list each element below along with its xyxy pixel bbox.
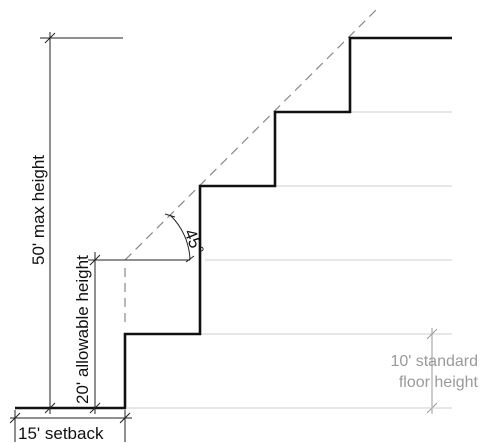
sky-exposure-plane [124, 7, 379, 261]
floor-height-dimension [126, 328, 452, 414]
allowable-height-tick-bottom [89, 402, 101, 414]
angle-label: 45° [180, 226, 207, 257]
setback-tick-left [9, 412, 21, 424]
angle-arc [169, 214, 191, 261]
max-height-tick-bottom [44, 402, 56, 414]
setback-label: 15' setback [18, 424, 104, 443]
max-height-label: 50' max height [29, 155, 48, 265]
floor-height-label-line1: 10' standard [390, 353, 478, 370]
setback-tick-right [119, 412, 131, 424]
max-height-dimension [40, 32, 123, 414]
floor-guide-lines [125, 111, 452, 335]
angle-marker [164, 213, 195, 263]
angle-arc-tick-bottom [185, 255, 195, 263]
max-height-tick-top [44, 32, 56, 44]
allowable-height-label: 20' allowable height [73, 255, 92, 404]
allowable-height-dimension [88, 252, 190, 414]
floor-height-tick-top [426, 328, 438, 340]
allowable-height-tick-top [89, 254, 101, 266]
angle-arc-tick-top [164, 213, 176, 218]
building-profile [15, 36, 452, 410]
setback-dimension [9, 410, 132, 442]
floor-height-label-line2: floor height [399, 374, 479, 391]
